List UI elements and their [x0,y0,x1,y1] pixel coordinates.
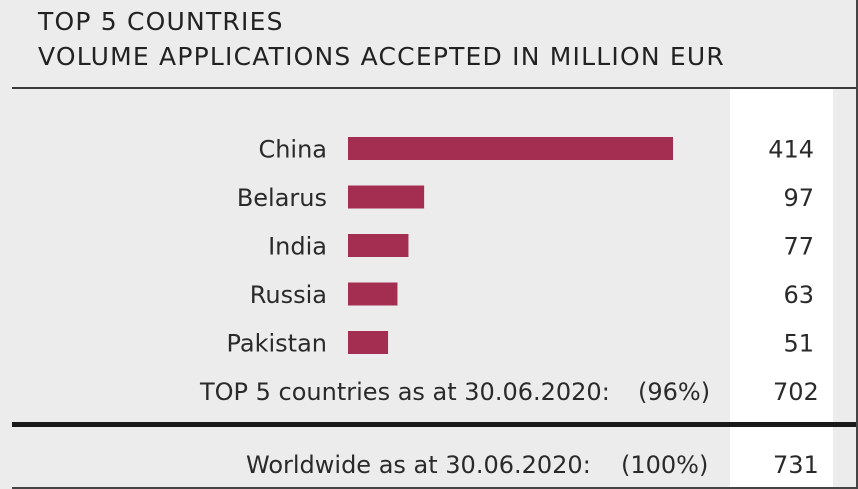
top5-total-value: 702 [773,378,819,406]
category-label-india: India [268,233,327,261]
value-label-russia: 63 [783,281,814,309]
category-label-belarus: Belarus [237,184,327,212]
value-label-china: 414 [768,136,814,164]
bar-china [348,137,673,160]
total-divider [12,422,858,427]
chart-subtitle: VOLUME APPLICATIONS ACCEPTED IN MILLION … [38,42,725,71]
bar-russia [348,282,398,306]
frame-right-border [856,0,858,489]
value-label-pakistan: 51 [783,330,814,358]
category-label-china: China [258,136,327,164]
value-label-belarus: 97 [783,184,814,212]
top-divider [12,87,858,89]
total-value-column-background [730,427,833,487]
bar-pakistan [348,331,389,354]
worldwide-total-value: 731 [773,451,819,479]
top5-total-label: TOP 5 countries as at 30.06.2020: [200,378,610,406]
bar-belarus [348,185,425,209]
frame-bottom-border [12,487,858,489]
value-column-background [730,89,833,422]
top5-total-share: (96%) [638,378,711,406]
value-label-india: 77 [783,233,814,261]
worldwide-total-label: Worldwide as at 30.06.2020: [246,451,591,479]
bar-india [348,234,409,257]
category-label-pakistan: Pakistan [227,330,328,358]
chart-title: TOP 5 COUNTRIES [38,7,284,36]
category-label-russia: Russia [250,281,327,309]
worldwide-total-share: (100%) [621,451,709,479]
